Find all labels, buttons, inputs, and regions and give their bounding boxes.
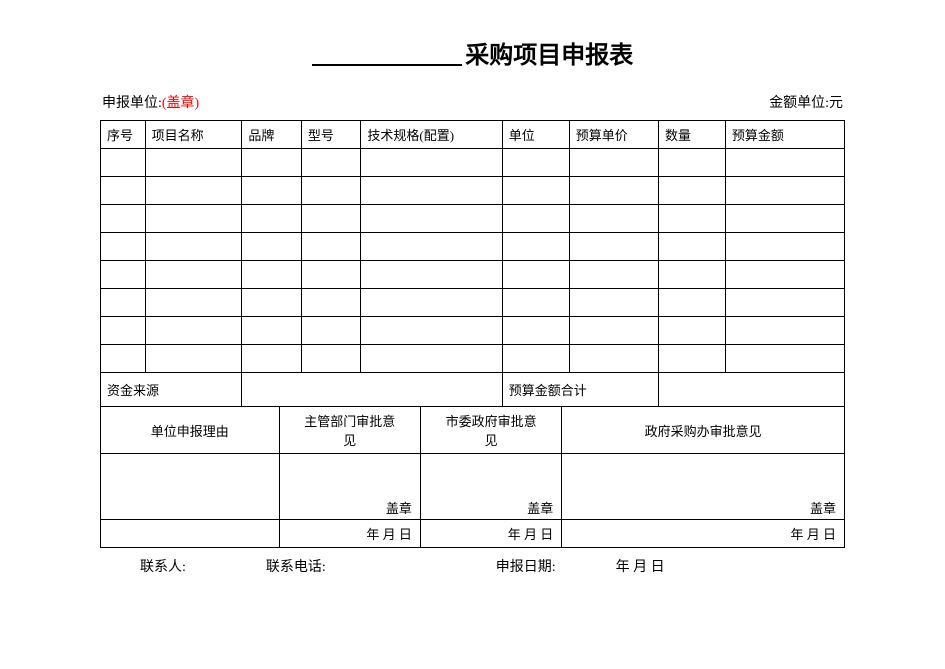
col-amount: 预算金额 [725,121,844,149]
applicant-label: 申报单位: [102,96,162,111]
applicant-unit: 申报单位:(盖章) [102,92,199,112]
apply-date: 申报日期: [496,556,556,576]
page-title-row: 采购项目申报表 [100,35,845,70]
contact-label: 联系人: [140,556,186,576]
approval-date-row: 年 月 日 年 月 日 年 月 日 [101,520,845,548]
approval-reason-date [101,520,280,548]
col-name: 项目名称 [145,121,242,149]
table-row [101,345,845,373]
table-row [101,177,845,205]
approval-dept-cell: 盖章 [279,454,420,520]
phone-label: 联系电话: [266,556,326,576]
approval-citygov-cell: 盖章 [420,454,561,520]
spacer [556,556,616,576]
page-title: 采购项目申报表 [465,35,633,70]
table-header-row: 序号 项目名称 品牌 型号 技术规格(配置) 单位 预算单价 数量 预算金额 [101,121,845,149]
stamp-label: 盖章 [810,498,836,517]
contact-person: 联系人: [140,556,186,576]
approval-dept-date: 年 月 日 [279,520,420,548]
contact-phone: 联系电话: [266,556,326,576]
table-row [101,233,845,261]
table-row [101,261,845,289]
table-row [101,317,845,345]
col-price: 预算单价 [569,121,658,149]
table-row [101,289,845,317]
approval-col-reason: 单位申报理由 [101,407,280,454]
funding-row: 资金来源 预算金额合计 [101,373,845,407]
funding-value [242,373,502,407]
approval-procure-date: 年 月 日 [562,520,845,548]
spacer [186,556,266,576]
col-index: 序号 [101,121,146,149]
col-model: 型号 [301,121,361,149]
approval-reason-cell [101,454,280,520]
procurement-table: 序号 项目名称 品牌 型号 技术规格(配置) 单位 预算单价 数量 预算金额 资… [100,120,845,407]
title-underline [312,64,462,66]
total-value [658,373,844,407]
total-label: 预算金额合计 [502,373,658,407]
amount-unit: 金额单位:元 [769,92,843,112]
table-row [101,205,845,233]
approval-col-dept: 主管部门审批意 见 [279,407,420,454]
col-spec: 技术规格(配置) [361,121,502,149]
approval-procure-cell: 盖章 [562,454,845,520]
approval-col-procure: 政府采购办审批意见 [562,407,845,454]
approval-col-citygov: 市委政府审批意 见 [420,407,561,454]
funding-label: 资金来源 [101,373,242,407]
apply-date-value: 年 月 日 [616,556,665,576]
table-body: 资金来源 预算金额合计 [101,149,845,407]
stamp-label: 盖章 [386,498,412,517]
header-info: 申报单位:(盖章) 金额单位:元 [100,92,845,112]
col-unit: 单位 [502,121,569,149]
footer-row: 联系人: 联系电话: 申报日期: 年 月 日 [100,556,845,576]
col-qty: 数量 [658,121,725,149]
apply-date-label: 申报日期: [496,556,556,576]
stamp-label: 盖章 [527,498,553,517]
stamp-note: (盖章) [162,96,199,111]
col-brand: 品牌 [242,121,302,149]
approval-citygov-date: 年 月 日 [420,520,561,548]
approval-header-row: 单位申报理由 主管部门审批意 见 市委政府审批意 见 政府采购办审批意见 [101,407,845,454]
spacer [326,556,496,576]
approval-table: 单位申报理由 主管部门审批意 见 市委政府审批意 见 政府采购办审批意见 盖章 … [100,407,845,548]
table-row [101,149,845,177]
approval-body-row: 盖章 盖章 盖章 [101,454,845,520]
